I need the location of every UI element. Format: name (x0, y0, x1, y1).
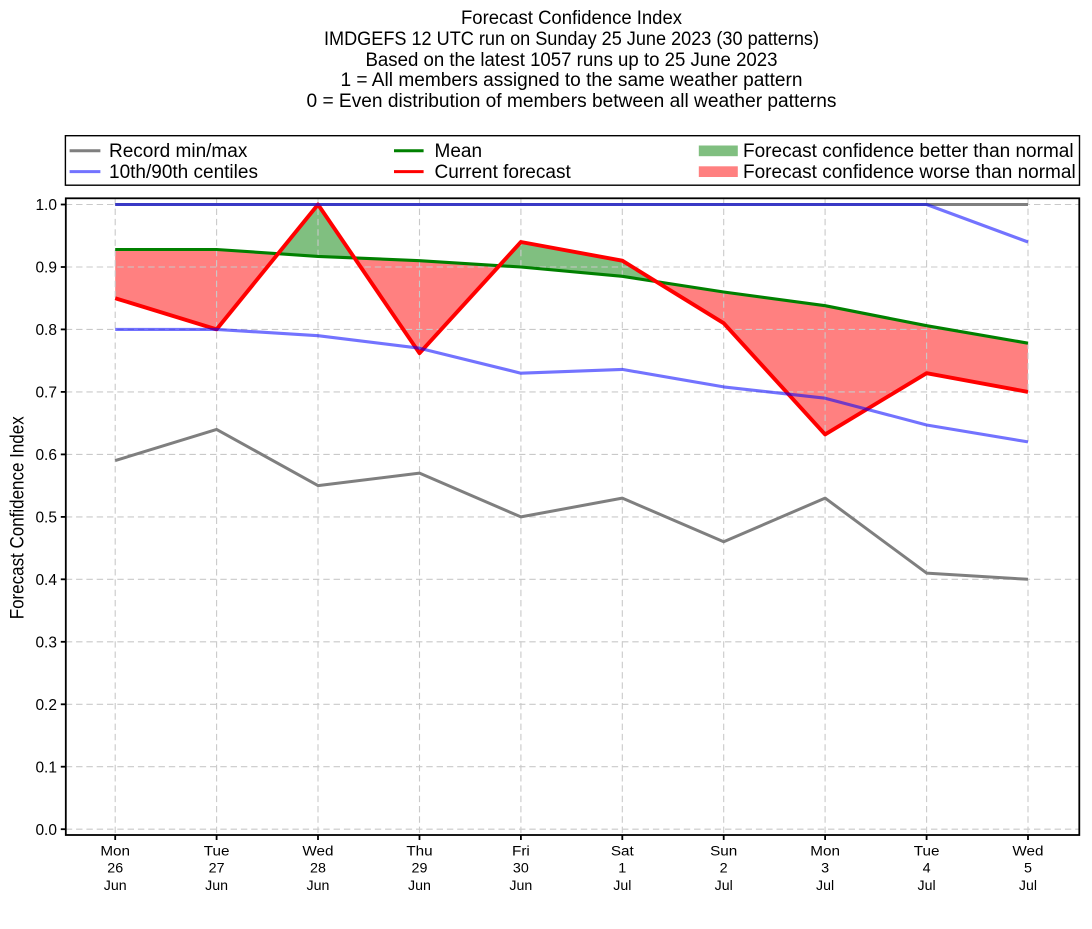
svg-text:26: 26 (107, 861, 123, 876)
svg-text:Sun: Sun (710, 843, 737, 858)
svg-text:29: 29 (412, 861, 428, 876)
svg-text:Forecast confidence better tha: Forecast confidence better than normal (743, 141, 1074, 162)
svg-text:1.0: 1.0 (35, 197, 57, 214)
svg-text:Record min/max: Record min/max (109, 141, 248, 162)
svg-text:0.3: 0.3 (35, 634, 57, 651)
svg-text:Mon: Mon (810, 843, 840, 858)
svg-text:Jun: Jun (408, 878, 431, 893)
svg-text:Mon: Mon (100, 843, 130, 858)
svg-text:0.7: 0.7 (35, 385, 57, 402)
svg-text:Jul: Jul (613, 878, 631, 893)
svg-text:0.5: 0.5 (35, 510, 57, 527)
svg-text:10th/90th centiles: 10th/90th centiles (109, 162, 258, 183)
svg-text:Thu: Thu (406, 843, 432, 858)
svg-text:28: 28 (310, 861, 326, 876)
svg-text:Based on the latest 1057 runs: Based on the latest 1057 runs up to 25 J… (366, 50, 778, 71)
svg-text:Wed: Wed (302, 843, 333, 858)
svg-text:Sat: Sat (611, 843, 634, 858)
svg-text:Forecast Confidence Index: Forecast Confidence Index (7, 416, 28, 619)
svg-text:Forecast Confidence Index: Forecast Confidence Index (461, 8, 682, 29)
svg-text:27: 27 (209, 861, 225, 876)
svg-text:0 = Even distribution of membe: 0 = Even distribution of members between… (307, 91, 837, 112)
svg-text:3: 3 (821, 861, 829, 876)
svg-text:1 = All members assigned to th: 1 = All members assigned to the same wea… (341, 70, 803, 91)
svg-text:Jul: Jul (918, 878, 936, 893)
svg-text:30: 30 (513, 861, 529, 876)
svg-text:Jun: Jun (307, 878, 330, 893)
svg-text:Jul: Jul (816, 878, 834, 893)
svg-text:Jul: Jul (715, 878, 733, 893)
svg-text:Tue: Tue (914, 843, 940, 858)
svg-text:0.9: 0.9 (35, 260, 57, 277)
svg-text:Jul: Jul (1019, 878, 1037, 893)
svg-text:Jun: Jun (205, 878, 228, 893)
svg-text:0.6: 0.6 (35, 447, 57, 464)
svg-text:2: 2 (720, 861, 728, 876)
svg-text:Jun: Jun (104, 878, 127, 893)
svg-text:Fri: Fri (512, 843, 530, 858)
svg-text:0.4: 0.4 (35, 572, 57, 589)
svg-text:0.2: 0.2 (35, 697, 57, 714)
svg-text:Tue: Tue (204, 843, 230, 858)
svg-text:1: 1 (618, 861, 626, 876)
svg-text:0.8: 0.8 (35, 322, 57, 339)
svg-text:5: 5 (1024, 861, 1032, 876)
svg-text:0.1: 0.1 (35, 759, 57, 776)
svg-text:Jun: Jun (509, 878, 532, 893)
svg-text:4: 4 (923, 861, 932, 876)
svg-text:Forecast confidence worse than: Forecast confidence worse than normal (743, 162, 1076, 183)
svg-text:Current forecast: Current forecast (435, 162, 572, 183)
svg-text:Wed: Wed (1012, 843, 1043, 858)
svg-text:0.0: 0.0 (35, 822, 57, 839)
svg-text:IMDGEFS 12 UTC run on Sunday 2: IMDGEFS 12 UTC run on Sunday 25 June 202… (324, 29, 819, 50)
svg-text:Mean: Mean (435, 141, 483, 162)
